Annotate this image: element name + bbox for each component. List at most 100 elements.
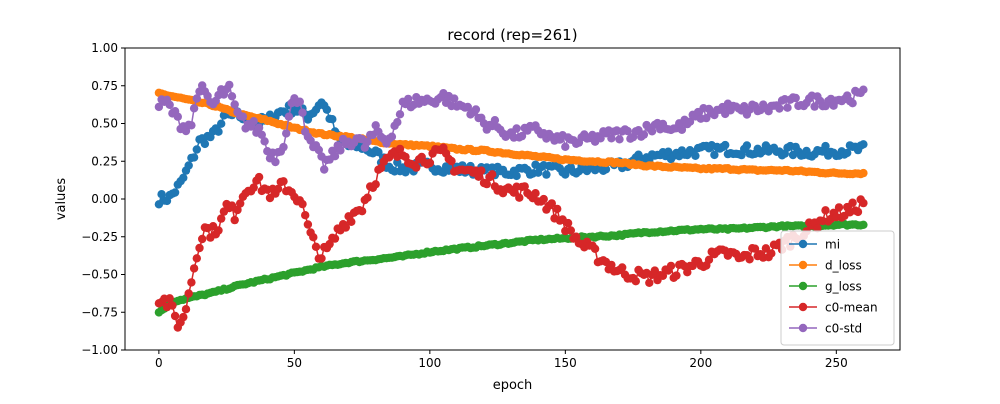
- data-point: [322, 105, 332, 114]
- data-point: [298, 108, 307, 117]
- data-point: [301, 211, 310, 220]
- x-tick-label: 100: [418, 356, 441, 370]
- data-point: [395, 144, 405, 154]
- data-point: [184, 289, 193, 298]
- data-point: [821, 206, 830, 215]
- data-point: [515, 193, 524, 202]
- legend-item: c0-std: [789, 322, 862, 336]
- data-point: [702, 113, 711, 123]
- data-point: [254, 172, 264, 182]
- legend-item: d_loss: [789, 259, 862, 273]
- data-point: [566, 226, 575, 235]
- data-point: [257, 130, 266, 139]
- data-point: [181, 305, 191, 314]
- data-point: [848, 99, 857, 108]
- data-point: [672, 271, 681, 280]
- data-point: [859, 220, 868, 229]
- data-point: [230, 100, 239, 109]
- data-point: [260, 137, 269, 146]
- data-point: [214, 127, 223, 136]
- data-point: [607, 260, 616, 270]
- series-g_loss: [154, 219, 868, 317]
- data-point: [363, 137, 372, 146]
- data-point: [325, 239, 334, 249]
- data-point: [512, 124, 521, 133]
- x-tick-label: 0: [155, 356, 163, 370]
- legend-marker: [798, 260, 808, 270]
- data-point: [376, 163, 386, 173]
- data-point: [517, 131, 527, 141]
- data-point: [282, 129, 291, 138]
- data-point: [395, 110, 405, 119]
- legend-marker: [798, 281, 808, 291]
- data-point: [189, 104, 199, 113]
- data-point: [767, 249, 776, 258]
- data-point: [170, 188, 180, 197]
- legend-label: g_loss: [825, 280, 862, 294]
- data-point: [189, 264, 199, 273]
- legend-label: mi: [825, 238, 840, 252]
- data-point: [165, 100, 174, 110]
- legend-label: c0-std: [825, 322, 862, 336]
- legend-marker: [798, 323, 808, 333]
- data-point: [590, 244, 600, 253]
- y-tick-label: 0.25: [91, 154, 118, 168]
- data-point: [742, 141, 752, 150]
- data-point: [412, 163, 421, 172]
- data-point: [195, 243, 204, 253]
- data-point: [214, 226, 223, 235]
- data-point: [271, 157, 280, 167]
- data-point: [363, 193, 372, 202]
- y-tick-label: 0.00: [91, 192, 118, 206]
- data-point: [639, 130, 649, 139]
- legend-label: c0-mean: [825, 301, 878, 315]
- legend-box: [780, 230, 895, 346]
- data-point: [677, 125, 687, 134]
- data-point: [249, 117, 258, 126]
- x-axis-label: epoch: [493, 378, 533, 393]
- data-point: [341, 223, 350, 232]
- legend-marker: [798, 239, 808, 249]
- data-point: [189, 153, 199, 162]
- data-point: [775, 104, 784, 113]
- legend-label: d_loss: [825, 259, 862, 273]
- data-point: [179, 173, 188, 182]
- data-point: [596, 134, 605, 143]
- data-point: [482, 179, 491, 189]
- data-point: [704, 255, 714, 264]
- data-point: [404, 94, 413, 104]
- data-point: [295, 97, 304, 106]
- data-point: [357, 207, 367, 216]
- chart-title: record (rep=261): [447, 26, 577, 44]
- data-point: [311, 242, 321, 251]
- data-point: [750, 244, 760, 253]
- data-point: [317, 254, 326, 263]
- data-point: [320, 165, 329, 174]
- data-point: [450, 94, 459, 103]
- data-point: [834, 203, 844, 212]
- data-point: [561, 142, 570, 151]
- data-point: [157, 190, 166, 199]
- data-point: [859, 140, 868, 149]
- data-point: [217, 119, 226, 128]
- data-point: [745, 255, 754, 264]
- x-axis: 0 50 100 150 200 250: [155, 350, 848, 370]
- data-point: [230, 215, 239, 225]
- data-point: [691, 151, 700, 160]
- data-point: [187, 121, 196, 130]
- data-point: [336, 146, 345, 155]
- x-tick-label: 200: [689, 356, 712, 370]
- data-point: [227, 92, 237, 101]
- data-point: [168, 301, 177, 310]
- data-point: [374, 147, 383, 157]
- data-point: [425, 158, 435, 168]
- legend-item: c0-mean: [789, 301, 878, 315]
- data-point: [843, 148, 852, 158]
- data-point: [309, 233, 318, 242]
- data-point: [721, 140, 730, 150]
- data-point: [192, 254, 201, 263]
- data-point: [666, 261, 676, 271]
- y-tick-label: 0.75: [91, 79, 118, 93]
- y-tick-label: 0.50: [91, 117, 118, 131]
